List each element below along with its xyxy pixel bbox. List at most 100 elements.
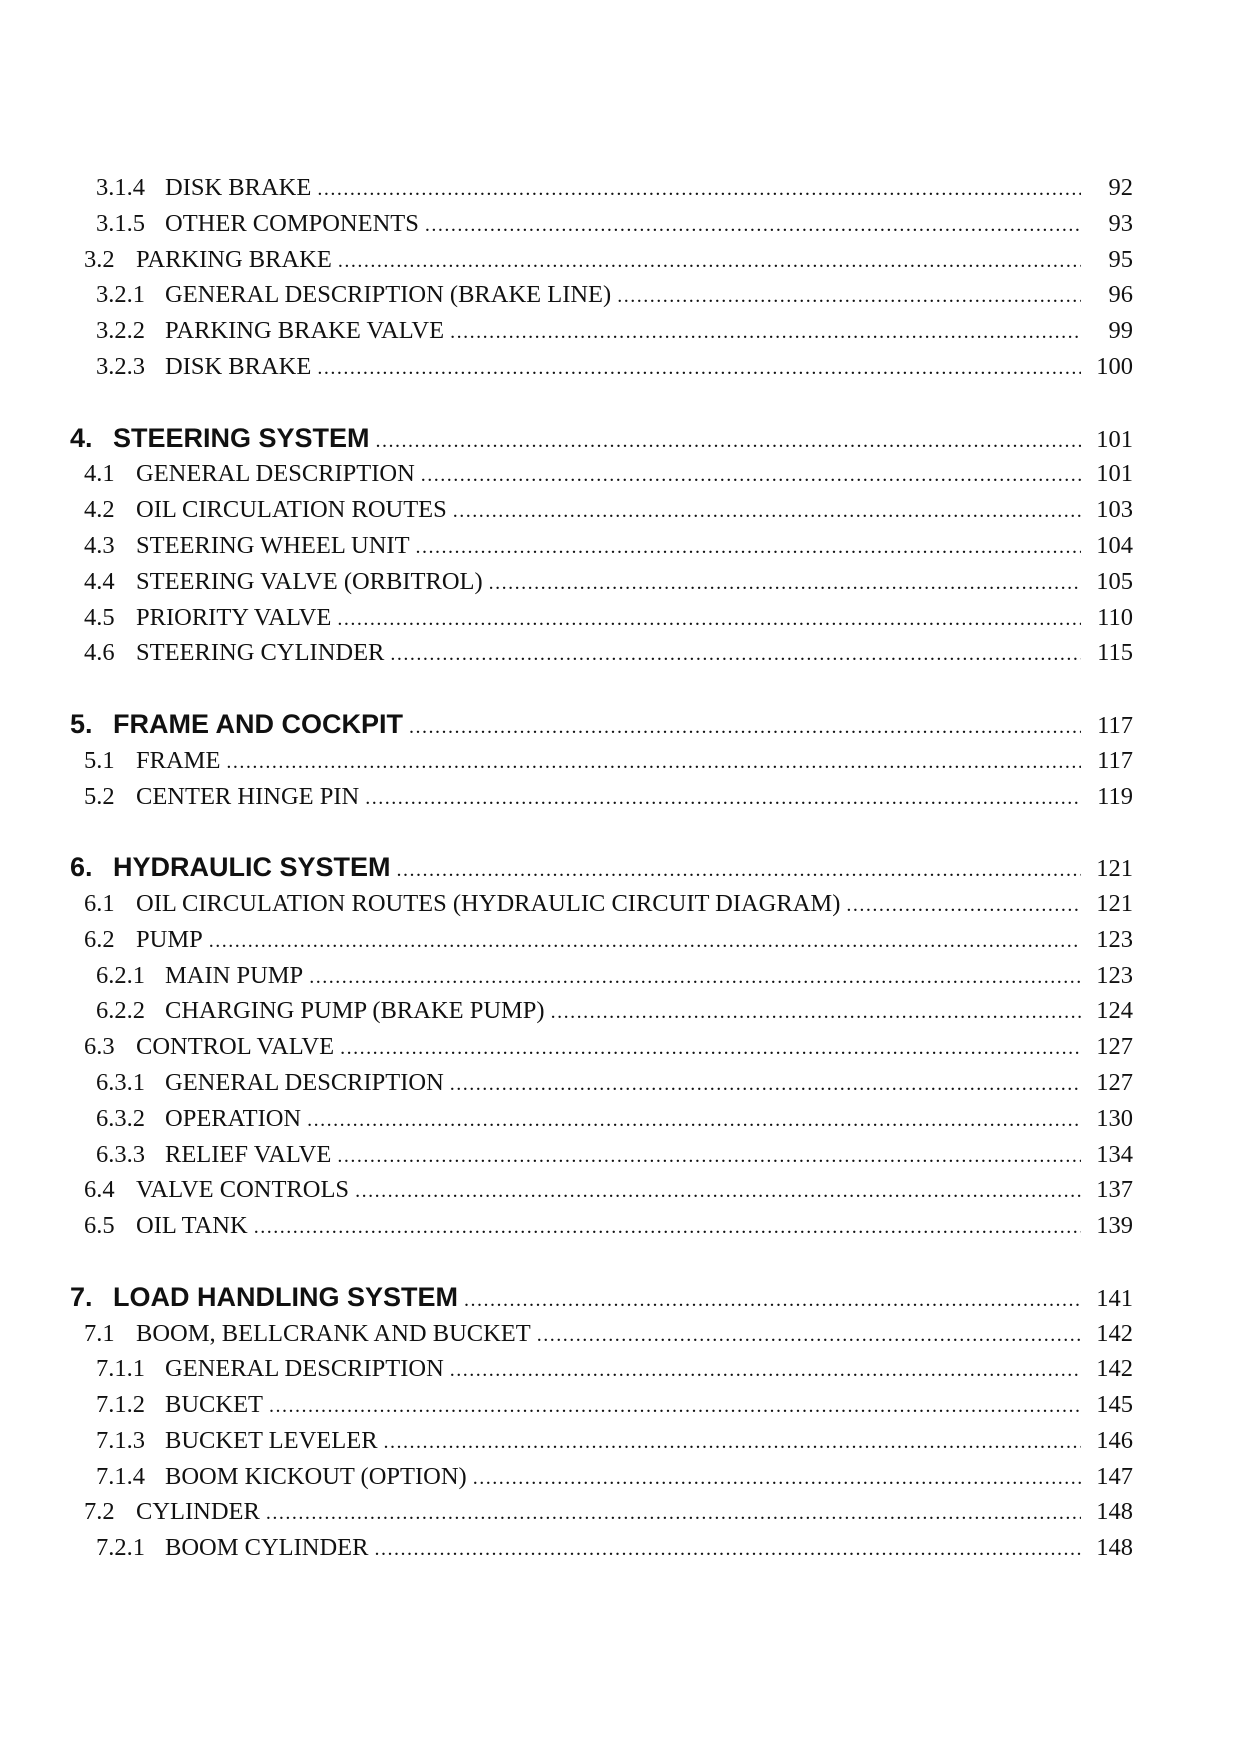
entry-title: OIL TANK [136,1212,248,1240]
dot-leader [254,1210,1081,1246]
entry-number: 7.1.4 [96,1462,145,1490]
entry-number: 7.1 [84,1319,115,1347]
page-number: 147 [1096,1462,1133,1490]
toc-entry[interactable]: 6.4 VALVE CONTROLS 137 [70,1172,1133,1208]
toc-entry[interactable]: 3.2.3 DISK BRAKE 100 [70,349,1133,385]
toc-entry[interactable]: 5.2 CENTER HINGE PIN 119 [70,779,1133,815]
entry-title: STEERING SYSTEM [113,422,370,453]
toc-chapter-entry[interactable]: 4. STEERING SYSTEM 101 [70,421,1133,457]
toc-entry[interactable]: 7.2.1 BOOM CYLINDER 148 [70,1530,1133,1566]
dot-leader [317,351,1081,387]
entry-number: 7.2 [84,1498,115,1526]
entry-title: OIL CIRCULATION ROUTES [136,496,447,524]
entry-number: 3.2.3 [96,352,145,380]
toc-entry[interactable]: 3.1.5 OTHER COMPONENTS 93 [70,206,1133,242]
entry-number: 3.2.2 [96,317,145,345]
entry-number: 6.2.1 [96,961,145,989]
toc-entry[interactable]: 6.3.1 GENERAL DESCRIPTION 127 [70,1065,1133,1101]
section-spacer [70,671,1133,707]
toc-chapter-entry[interactable]: 6. HYDRAULIC SYSTEM 121 [70,850,1133,886]
toc-entry[interactable]: 6.1 OIL CIRCULATION ROUTES (HYDRAULIC CIR… [70,886,1133,922]
dot-leader [317,172,1081,208]
entry-title: BOOM CYLINDER [165,1534,369,1562]
page-number: 99 [1108,317,1134,345]
dot-leader [338,244,1081,280]
toc-chapter-entry[interactable]: 7. LOAD HANDLING SYSTEM 141 [70,1280,1133,1316]
dot-leader [421,458,1081,494]
toc-entry[interactable]: 4.3 STEERING WHEEL UNIT 104 [70,528,1133,564]
page-number: 148 [1096,1498,1133,1526]
page-number: 92 [1108,174,1134,201]
entry-number: 5. [70,708,93,739]
toc-entry[interactable]: 4.1 GENERAL DESCRIPTION 101 [70,456,1133,492]
toc-entry[interactable]: 6.3.2 OPERATION 130 [70,1101,1133,1137]
entry-number: 7.1.2 [96,1391,145,1419]
table-of-contents: 3.1.4 DISK BRAKE 92 3.1.5 OTHER COMPONENTS 93… [70,170,1133,1566]
dot-leader [337,602,1081,638]
toc-entry[interactable]: 4.5 PRIORITY VALVE 110 [70,600,1133,636]
dot-leader [309,960,1081,996]
page-number: 100 [1096,352,1133,380]
entry-number: 7. [70,1281,93,1312]
toc-chapter-entry[interactable]: 5. FRAME AND COCKPIT 117 [70,707,1133,743]
entry-title: CENTER HINGE PIN [136,782,360,810]
page-number: 145 [1096,1391,1133,1419]
dot-leader [337,1139,1081,1175]
dot-leader [617,279,1081,315]
dot-leader [397,853,1081,889]
entry-title: STEERING VALVE (ORBITROL) [136,567,483,595]
toc-entry[interactable]: 3.2 PARKING BRAKE 95 [70,242,1133,278]
dot-leader [846,888,1081,924]
toc-entry[interactable]: 3.1.4 DISK BRAKE 92 [70,170,1133,206]
toc-entry[interactable]: 7.1.1 GENERAL DESCRIPTION 142 [70,1351,1133,1387]
dot-leader [226,745,1081,781]
toc-entry[interactable]: 4.6 STEERING CYLINDER 115 [70,635,1133,671]
entry-title: GENERAL DESCRIPTION [136,460,415,488]
entry-title: FRAME AND COCKPIT [113,708,403,739]
page-number: 121 [1096,889,1133,917]
toc-entry[interactable]: 6.3.3 RELIEF VALVE 134 [70,1137,1133,1173]
dot-leader [453,494,1081,530]
toc-entry[interactable]: 3.2.2 PARKING BRAKE VALVE 99 [70,313,1133,349]
page-number: 96 [1108,281,1134,309]
toc-entry[interactable]: 6.2.2 CHARGING PUMP (BRAKE PUMP) 124 [70,993,1133,1029]
toc-entry[interactable]: 4.2 OIL CIRCULATION ROUTES 103 [70,492,1133,528]
page-number: 134 [1096,1140,1133,1168]
toc-entry[interactable]: 6.2 PUMP 123 [70,922,1133,958]
page-number: 139 [1096,1212,1133,1240]
page-number: 101 [1096,460,1133,488]
toc-entry[interactable]: 7.1.2 BUCKET 145 [70,1387,1133,1423]
entry-number: 6.5 [84,1212,115,1240]
dot-leader [416,530,1081,566]
entry-number: 5.2 [84,782,115,810]
toc-entry[interactable]: 7.1.3 BUCKET LEVELER 146 [70,1423,1133,1459]
page-number: 127 [1096,1033,1133,1061]
entry-number: 6.2.2 [96,997,145,1025]
toc-entry[interactable]: 6.5 OIL TANK 139 [70,1208,1133,1244]
dot-leader [450,315,1081,351]
toc-entry[interactable]: 6.3 CONTROL VALVE 127 [70,1029,1133,1065]
entry-title: FRAME [136,746,221,774]
page-number: 146 [1096,1426,1133,1454]
entry-title: CONTROL VALVE [136,1033,335,1061]
entry-number: 7.2.1 [96,1534,145,1562]
toc-entry[interactable]: 4.4 STEERING VALVE (ORBITROL) 105 [70,564,1133,600]
entry-title: OPERATION [165,1104,302,1132]
toc-entry[interactable]: 3.2.1 GENERAL DESCRIPTION (BRAKE LINE) 96 [70,277,1133,313]
toc-entry[interactable]: 7.1 BOOM, BELLCRANK AND BUCKET 142 [70,1316,1133,1352]
page-number: 142 [1096,1355,1133,1383]
page-number: 95 [1108,245,1134,273]
toc-entry[interactable]: 5.1 FRAME 117 [70,743,1133,779]
entry-title: DISK BRAKE [165,352,312,380]
dot-leader [551,995,1081,1031]
entry-title: STEERING CYLINDER [136,639,385,667]
entry-title: PARKING BRAKE [136,245,332,273]
entry-number: 6.3.3 [96,1140,145,1168]
toc-entry[interactable]: 7.1.4 BOOM KICKOUT (OPTION) 147 [70,1459,1133,1495]
dot-leader [355,1174,1081,1210]
dot-leader [450,1353,1081,1389]
section-spacer [70,1244,1133,1280]
toc-entry[interactable]: 7.2 CYLINDER 148 [70,1494,1133,1530]
toc-entry[interactable]: 6.2.1 MAIN PUMP 123 [70,958,1133,994]
page-number: 121 [1096,855,1133,883]
